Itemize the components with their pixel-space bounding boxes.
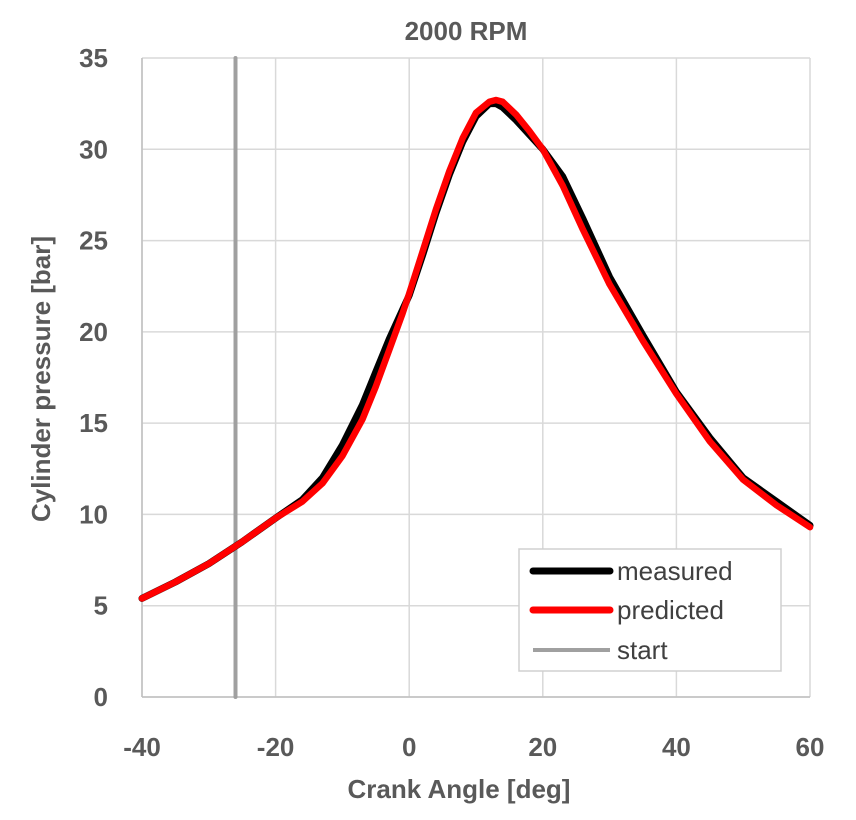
y-tick-label: 0 <box>94 682 108 712</box>
legend: measured predicted start <box>518 548 782 672</box>
x-tick-label: 0 <box>402 732 416 762</box>
y-tick-label: 30 <box>79 134 108 164</box>
y-tick-label: 35 <box>79 43 108 73</box>
x-tick-label: 60 <box>796 732 825 762</box>
x-tick-label: -40 <box>123 732 161 762</box>
y-axis-label: Cylinder pressure [bar] <box>26 236 56 522</box>
y-tick-label: 20 <box>79 317 108 347</box>
y-tick-label: 25 <box>79 226 108 256</box>
y-tick-label: 5 <box>94 591 108 621</box>
x-axis-label: Crank Angle [deg] <box>348 774 571 804</box>
series-lines <box>138 56 814 699</box>
tick-labels: 0 5 10 15 20 25 30 35 -40 -20 0 20 40 60 <box>79 43 824 762</box>
legend-label-start: start <box>617 635 668 665</box>
chart-title: 2000 RPM <box>405 16 528 46</box>
y-tick-label: 10 <box>79 499 108 529</box>
series-line-predicted <box>138 96 814 602</box>
legend-label-predicted: predicted <box>617 595 724 625</box>
legend-label-measured: measured <box>617 556 733 586</box>
x-tick-label: -20 <box>257 732 295 762</box>
x-tick-label: 40 <box>662 732 691 762</box>
y-tick-label: 15 <box>79 408 108 438</box>
x-tick-label: 20 <box>528 732 557 762</box>
